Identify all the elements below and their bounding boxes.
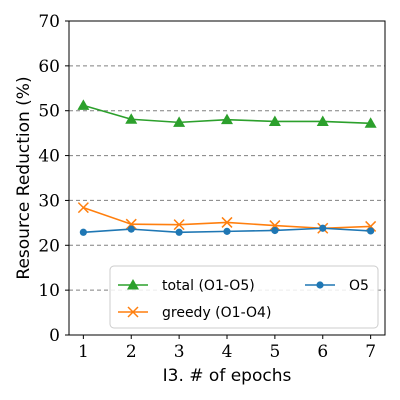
legend-item: greedy (O1-O4) xyxy=(118,305,271,321)
data-point xyxy=(175,228,183,236)
grid-lines xyxy=(69,65,385,291)
data-point xyxy=(173,219,185,231)
series-line xyxy=(83,206,371,230)
x-tick-label: 4 xyxy=(222,342,233,362)
y-tick-label: 20 xyxy=(38,236,60,256)
data-point xyxy=(367,227,375,235)
data-point xyxy=(223,227,231,235)
x-tick-label: 2 xyxy=(126,342,137,362)
legend-label: greedy (O1-O4) xyxy=(162,305,271,321)
data-point xyxy=(77,202,89,214)
data-point xyxy=(79,228,87,236)
y-tick-label: 40 xyxy=(38,147,60,167)
legend-marker xyxy=(127,306,139,318)
y-axis-label: Resource Reduction (%) xyxy=(14,76,34,279)
data-point xyxy=(316,115,329,126)
data-point xyxy=(269,220,281,232)
y-tick-label: 10 xyxy=(38,281,60,301)
x-tick-label: 3 xyxy=(174,342,185,362)
legend-item: O5 xyxy=(305,278,369,294)
y-tick-label: 0 xyxy=(49,326,60,346)
data-point xyxy=(364,117,377,128)
y-tick-label: 60 xyxy=(38,57,60,77)
legend-marker xyxy=(127,279,139,290)
data-point xyxy=(221,113,233,125)
legend-box xyxy=(109,265,379,329)
data-point xyxy=(221,216,233,228)
series-o5 xyxy=(79,224,375,236)
data-point xyxy=(173,116,186,127)
data-point xyxy=(271,226,279,235)
data-point xyxy=(77,99,90,110)
data-point xyxy=(125,113,138,124)
data-point xyxy=(319,224,327,232)
x-tick-label: 1 xyxy=(78,342,89,362)
legend-item: total (O1-O5) xyxy=(118,278,255,294)
axes xyxy=(65,20,386,339)
legend-label: O5 xyxy=(349,278,369,294)
y-tick-label: 70 xyxy=(38,12,60,32)
x-tick-label: 6 xyxy=(317,342,328,362)
x-tick-label: 7 xyxy=(365,342,376,362)
y-tick-label: 30 xyxy=(38,191,60,211)
legend-marker xyxy=(316,281,324,289)
y-tick-label: 50 xyxy=(38,102,60,122)
legend-label: total (O1-O5) xyxy=(162,278,255,294)
x-tick-label: 5 xyxy=(269,342,280,362)
series-total-o1-o5 xyxy=(77,99,377,128)
data-point xyxy=(125,218,137,230)
tick-labels: 0 10 20 30 40 50 60 70 1 2 3 4 5 6 7 xyxy=(38,12,376,362)
series-lines xyxy=(77,99,377,236)
data-point xyxy=(268,115,281,126)
legend: total (O1-O5) O5 greedy (O1-O4) xyxy=(109,265,379,329)
data-point xyxy=(127,225,135,233)
x-axis-label: I3. # of epochs xyxy=(163,366,292,386)
